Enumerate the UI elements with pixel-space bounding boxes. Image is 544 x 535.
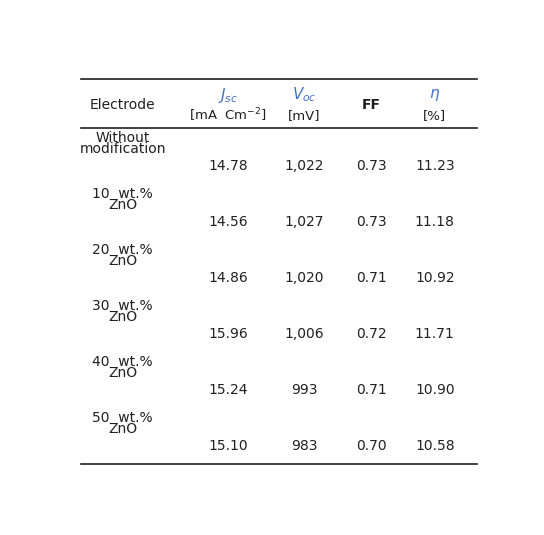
Text: ZnO: ZnO xyxy=(108,198,138,212)
Text: 15.96: 15.96 xyxy=(208,327,248,341)
Text: modification: modification xyxy=(79,142,166,156)
Text: 14.78: 14.78 xyxy=(208,159,248,173)
Text: 50  wt.%: 50 wt.% xyxy=(92,411,153,425)
Text: [mV]: [mV] xyxy=(288,109,320,122)
Text: 993: 993 xyxy=(291,383,317,397)
Text: 1,022: 1,022 xyxy=(285,159,324,173)
Text: 10  wt.%: 10 wt.% xyxy=(92,187,153,201)
Text: [%]: [%] xyxy=(423,109,447,122)
Text: 0.73: 0.73 xyxy=(356,215,387,229)
Text: 0.72: 0.72 xyxy=(356,327,387,341)
Text: 10.58: 10.58 xyxy=(415,439,455,453)
Text: 983: 983 xyxy=(291,439,317,453)
Text: $\mathit{\eta}$: $\mathit{\eta}$ xyxy=(429,87,441,103)
Text: 14.86: 14.86 xyxy=(208,271,248,285)
Text: 11.71: 11.71 xyxy=(415,327,455,341)
Text: ZnO: ZnO xyxy=(108,310,138,324)
Text: 14.56: 14.56 xyxy=(208,215,248,229)
Text: $\mathit{J}_{sc}$: $\mathit{J}_{sc}$ xyxy=(218,86,238,105)
Text: 10.90: 10.90 xyxy=(415,383,455,397)
Text: 0.73: 0.73 xyxy=(356,159,387,173)
Text: 40  wt.%: 40 wt.% xyxy=(92,355,153,369)
Text: Without: Without xyxy=(96,131,150,145)
Text: 20  wt.%: 20 wt.% xyxy=(92,243,153,257)
Text: 0.70: 0.70 xyxy=(356,439,387,453)
Text: ZnO: ZnO xyxy=(108,422,138,436)
Text: [mA  Cm$^{-2}$]: [mA Cm$^{-2}$] xyxy=(189,107,267,125)
Text: 0.71: 0.71 xyxy=(356,271,387,285)
Text: 10.92: 10.92 xyxy=(415,271,455,285)
Text: 11.23: 11.23 xyxy=(415,159,455,173)
Text: FF: FF xyxy=(362,98,381,112)
Text: 0.71: 0.71 xyxy=(356,383,387,397)
Text: 1,027: 1,027 xyxy=(285,215,324,229)
Text: $\mathit{V}_{oc}$: $\mathit{V}_{oc}$ xyxy=(292,86,317,104)
Text: 1,020: 1,020 xyxy=(285,271,324,285)
Text: 15.24: 15.24 xyxy=(208,383,248,397)
Text: 11.18: 11.18 xyxy=(415,215,455,229)
Text: 30  wt.%: 30 wt.% xyxy=(92,299,153,313)
Text: ZnO: ZnO xyxy=(108,366,138,380)
Text: ZnO: ZnO xyxy=(108,254,138,268)
Text: 15.10: 15.10 xyxy=(208,439,248,453)
Text: 1,006: 1,006 xyxy=(285,327,324,341)
Text: Electrode: Electrode xyxy=(90,98,156,112)
